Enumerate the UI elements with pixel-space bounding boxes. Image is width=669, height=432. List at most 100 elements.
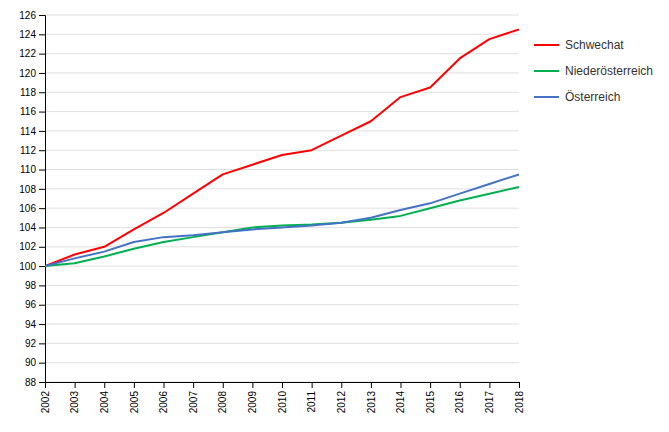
y-tick-mark — [39, 343, 45, 344]
x-tick-mark — [164, 382, 165, 388]
y-tick-label: 110 — [20, 164, 36, 175]
grid-line — [45, 34, 519, 35]
x-tick-mark — [134, 382, 135, 388]
y-tick-mark — [39, 92, 45, 93]
y-tick-mark — [39, 73, 45, 74]
y-tick: 122 — [19, 48, 45, 59]
legend-item: Österreich — [534, 90, 620, 104]
y-tick-mark — [39, 34, 45, 35]
series-line — [45, 174, 519, 266]
y-tick-label: 124 — [19, 29, 36, 40]
x-tick-mark — [223, 382, 224, 388]
x-tick-label: 2004 — [99, 391, 110, 414]
y-tick-label: 112 — [20, 145, 36, 156]
y-tick-label: 90 — [25, 357, 37, 368]
x-tick-label: 2003 — [69, 391, 80, 414]
legend-label: Schwechat — [565, 38, 624, 52]
legend: Schwechat Niederösterreich Österreich — [534, 38, 653, 104]
y-tick: 100 — [19, 261, 45, 272]
legend-swatch — [534, 96, 559, 98]
y-tick-mark — [39, 285, 45, 286]
y-tick-mark — [39, 305, 45, 306]
x-tick-mark — [312, 382, 313, 388]
x-tick-mark — [252, 382, 253, 388]
x-tick-label: 2009 — [247, 391, 258, 414]
x-tick: 2012 — [336, 382, 347, 413]
x-tick-label: 2007 — [188, 391, 199, 414]
y-tick-label: 108 — [19, 184, 36, 195]
y-tick-label: 102 — [19, 241, 36, 252]
y-tick: 120 — [19, 68, 45, 79]
grid-line — [45, 15, 519, 16]
chart-svg: 2002 2003 2004 2005 2006 2007 2008 2009 2010 2011… — [0, 0, 669, 432]
y-tick: 114 — [20, 126, 45, 137]
grid-line — [45, 266, 519, 267]
grid-line — [45, 72, 519, 73]
y-tick: 112 — [20, 145, 45, 156]
x-tick-label: 2015 — [425, 391, 436, 414]
y-tick-label: 100 — [19, 261, 36, 272]
x-tick-label: 2013 — [366, 391, 377, 414]
x-tick: 2002 — [40, 382, 51, 413]
y-tick-mark — [39, 247, 45, 248]
y-tick-mark — [39, 189, 45, 190]
x-axis-line — [46, 383, 520, 389]
y-tick: 124 — [19, 29, 45, 40]
y-tick: 98 — [25, 280, 45, 291]
x-tick-mark — [460, 382, 461, 388]
y-tick-mark — [39, 208, 45, 209]
plot: 2002 2003 2004 2005 2006 2007 2008 2009 2010 2011… — [19, 10, 653, 414]
y-tick: 110 — [20, 164, 45, 175]
y-tick: 94 — [25, 319, 45, 330]
x-tick-mark — [193, 382, 194, 388]
y-tick-mark — [39, 15, 45, 16]
x-tick: 2017 — [484, 382, 495, 413]
y-tick-mark — [39, 363, 45, 364]
grid-line — [45, 304, 519, 305]
grid-line — [45, 324, 519, 325]
y-tick-label: 88 — [25, 377, 37, 388]
y-tick-label: 120 — [19, 68, 36, 79]
x-tick: 2010 — [277, 382, 288, 413]
legend-swatch — [534, 70, 559, 72]
grid-line — [45, 92, 519, 93]
y-tick-mark — [39, 112, 45, 113]
y-tick-label: 118 — [20, 87, 36, 98]
x-tick: 2006 — [158, 382, 169, 413]
x-tick: 2007 — [188, 382, 199, 413]
grid-line — [45, 169, 519, 170]
y-tick: 108 — [19, 184, 45, 195]
y-tick-mark — [39, 324, 45, 325]
x-tick: 2016 — [454, 382, 465, 413]
x-tick: 2014 — [395, 382, 406, 413]
y-tick-label: 106 — [19, 203, 36, 214]
grid-line — [45, 188, 519, 189]
y-tick-mark — [39, 131, 45, 132]
x-tick: 2004 — [99, 382, 110, 413]
x-tick-label: 2018 — [514, 391, 525, 414]
legend-item: Niederösterreich — [534, 64, 653, 78]
grid — [45, 15, 519, 382]
x-tick-label: 2012 — [336, 391, 347, 414]
x-tick-mark — [519, 382, 520, 388]
x-tick-label: 2017 — [484, 391, 495, 414]
x-tick-label: 2006 — [158, 391, 169, 414]
grid-line — [45, 150, 519, 151]
x-tick: 2018 — [514, 382, 525, 413]
y-tick: 126 — [19, 10, 45, 21]
x-tick-label: 2011 — [306, 391, 317, 413]
x-tick-label: 2005 — [129, 391, 140, 414]
x-tick: 2008 — [217, 382, 228, 413]
y-tick: 88 — [25, 377, 45, 388]
y-tick: 116 — [20, 106, 45, 117]
y-tick-mark — [39, 227, 45, 228]
y-tick-mark — [39, 382, 45, 383]
x-tick-mark — [282, 382, 283, 388]
y-tick-label: 96 — [25, 299, 37, 310]
x-tick-label: 2014 — [395, 391, 406, 414]
series-line — [45, 29, 519, 266]
x-tick-label: 2010 — [277, 391, 288, 414]
x-tick: 2009 — [247, 382, 258, 413]
y-tick: 96 — [25, 299, 45, 310]
x-tick-mark — [341, 382, 342, 388]
